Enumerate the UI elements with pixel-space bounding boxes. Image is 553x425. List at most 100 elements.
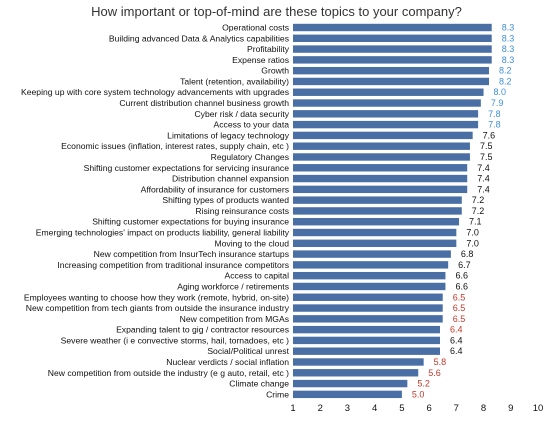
category-label: Economic issues (inflation, interest rat… — [61, 141, 289, 151]
bar — [293, 66, 489, 75]
bar — [293, 153, 470, 161]
data-label: 7.0 — [466, 228, 479, 238]
data-label: 5.0 — [412, 389, 425, 399]
category-label: Building advanced Data & Analytics capab… — [109, 33, 289, 43]
bar — [293, 218, 460, 226]
bar — [293, 56, 492, 64]
category-label: Emerging technologies' impact on product… — [36, 228, 290, 238]
category-label: Limitations of legacy technology — [167, 130, 290, 140]
category-label: Cyber risk / data security — [194, 109, 289, 119]
data-label: 6.8 — [461, 249, 474, 259]
x-tick-label: 1 — [290, 403, 295, 414]
category-label: Crime — [266, 389, 289, 399]
data-label: 7.4 — [477, 163, 490, 173]
bar — [293, 196, 462, 204]
data-label: 5.2 — [417, 379, 430, 389]
data-label: 6.5 — [453, 292, 466, 302]
category-label: Shifting customer expectations for buyin… — [92, 217, 289, 227]
data-label: 7.8 — [488, 109, 501, 119]
category-label: Aging workforce / retirements — [177, 281, 289, 291]
bar — [293, 131, 473, 140]
x-tick-label: 2 — [318, 403, 323, 414]
category-label: Profitability — [247, 44, 290, 54]
category-label: Expense ratios — [232, 55, 289, 65]
category-label: Keeping up with core system technology a… — [21, 87, 289, 97]
data-label: 7.1 — [469, 217, 482, 227]
category-label: Shifting customer expectations for servi… — [84, 163, 290, 173]
bar — [293, 282, 446, 291]
bar — [293, 110, 479, 118]
category-label: Talent (retention, availability) — [180, 76, 289, 86]
data-label: 7.6 — [483, 130, 496, 140]
bar — [293, 336, 440, 345]
category-label: New competition from MGAs — [180, 314, 289, 324]
data-label: 6.5 — [453, 314, 466, 324]
bar — [293, 99, 481, 107]
data-label: 6.4 — [450, 346, 463, 356]
data-label: 8.2 — [499, 66, 512, 76]
data-label: 6.6 — [455, 281, 468, 291]
x-tick-label: 5 — [399, 403, 404, 414]
chart-title: How important or top-of-mind are these t… — [91, 4, 462, 19]
category-label: Regulatory Changes — [211, 152, 289, 162]
category-label: New competition from InsurTech insurance… — [94, 249, 289, 259]
category-label: Expanding talent to gig / contractor res… — [116, 325, 289, 335]
category-label: Climate change — [229, 379, 289, 389]
category-label: Increasing competition from traditional … — [57, 260, 289, 270]
bar — [293, 207, 462, 215]
bar — [293, 325, 440, 334]
data-label: 6.7 — [458, 260, 471, 270]
bar — [293, 358, 424, 366]
data-label: 7.9 — [491, 98, 504, 108]
bar — [293, 185, 468, 194]
bar — [293, 164, 468, 172]
bar — [293, 261, 449, 269]
data-label: 8.2 — [499, 76, 512, 86]
bar — [293, 88, 484, 96]
data-label: 8.3 — [502, 44, 515, 54]
bar — [293, 293, 443, 301]
data-label: 7.5 — [480, 141, 493, 151]
bar — [293, 239, 457, 247]
category-label: Affordability of insurance for customers — [141, 184, 289, 194]
category-label: Shifting types of products wanted — [162, 195, 289, 205]
x-tick-label: 10 — [533, 403, 544, 414]
x-tick-label: 7 — [454, 403, 459, 414]
data-label: 6.4 — [450, 325, 463, 335]
bar — [293, 304, 443, 312]
bar — [293, 45, 492, 53]
category-label: Operational costs — [222, 23, 289, 33]
bar — [293, 142, 470, 150]
data-label: 5.6 — [428, 368, 441, 378]
category-label: Access to capital — [225, 271, 290, 281]
x-tick-label: 4 — [372, 403, 377, 414]
x-tick-label: 8 — [481, 403, 486, 414]
data-label: 7.4 — [477, 184, 490, 194]
category-label: Severe weather (i e convective storms, h… — [61, 335, 289, 345]
bar — [293, 228, 457, 237]
data-label: 7.2 — [472, 206, 485, 216]
data-label: 7.2 — [472, 195, 485, 205]
data-label: 7.4 — [477, 174, 490, 184]
bar — [293, 379, 408, 388]
category-label: Growth — [261, 66, 289, 76]
data-label: 7.5 — [480, 152, 493, 162]
data-label: 8.3 — [502, 23, 515, 33]
data-label: 8.3 — [502, 33, 515, 43]
category-label: Current distribution channel business gr… — [119, 98, 289, 108]
category-label: Employees wanting to choose how they wor… — [24, 292, 289, 302]
bar — [293, 23, 492, 32]
category-label: Distribution channel expansion — [172, 174, 289, 184]
bar — [293, 315, 443, 323]
x-tick-label: 3 — [345, 403, 350, 414]
x-tick-label: 9 — [508, 403, 513, 414]
data-label: 7.8 — [488, 120, 501, 130]
bar — [293, 369, 419, 377]
bar — [293, 271, 446, 280]
data-label: 8.0 — [494, 87, 507, 97]
category-label: New competition from outside the industr… — [48, 368, 289, 378]
data-label: 6.6 — [455, 271, 468, 281]
data-label: 5.8 — [434, 357, 447, 367]
